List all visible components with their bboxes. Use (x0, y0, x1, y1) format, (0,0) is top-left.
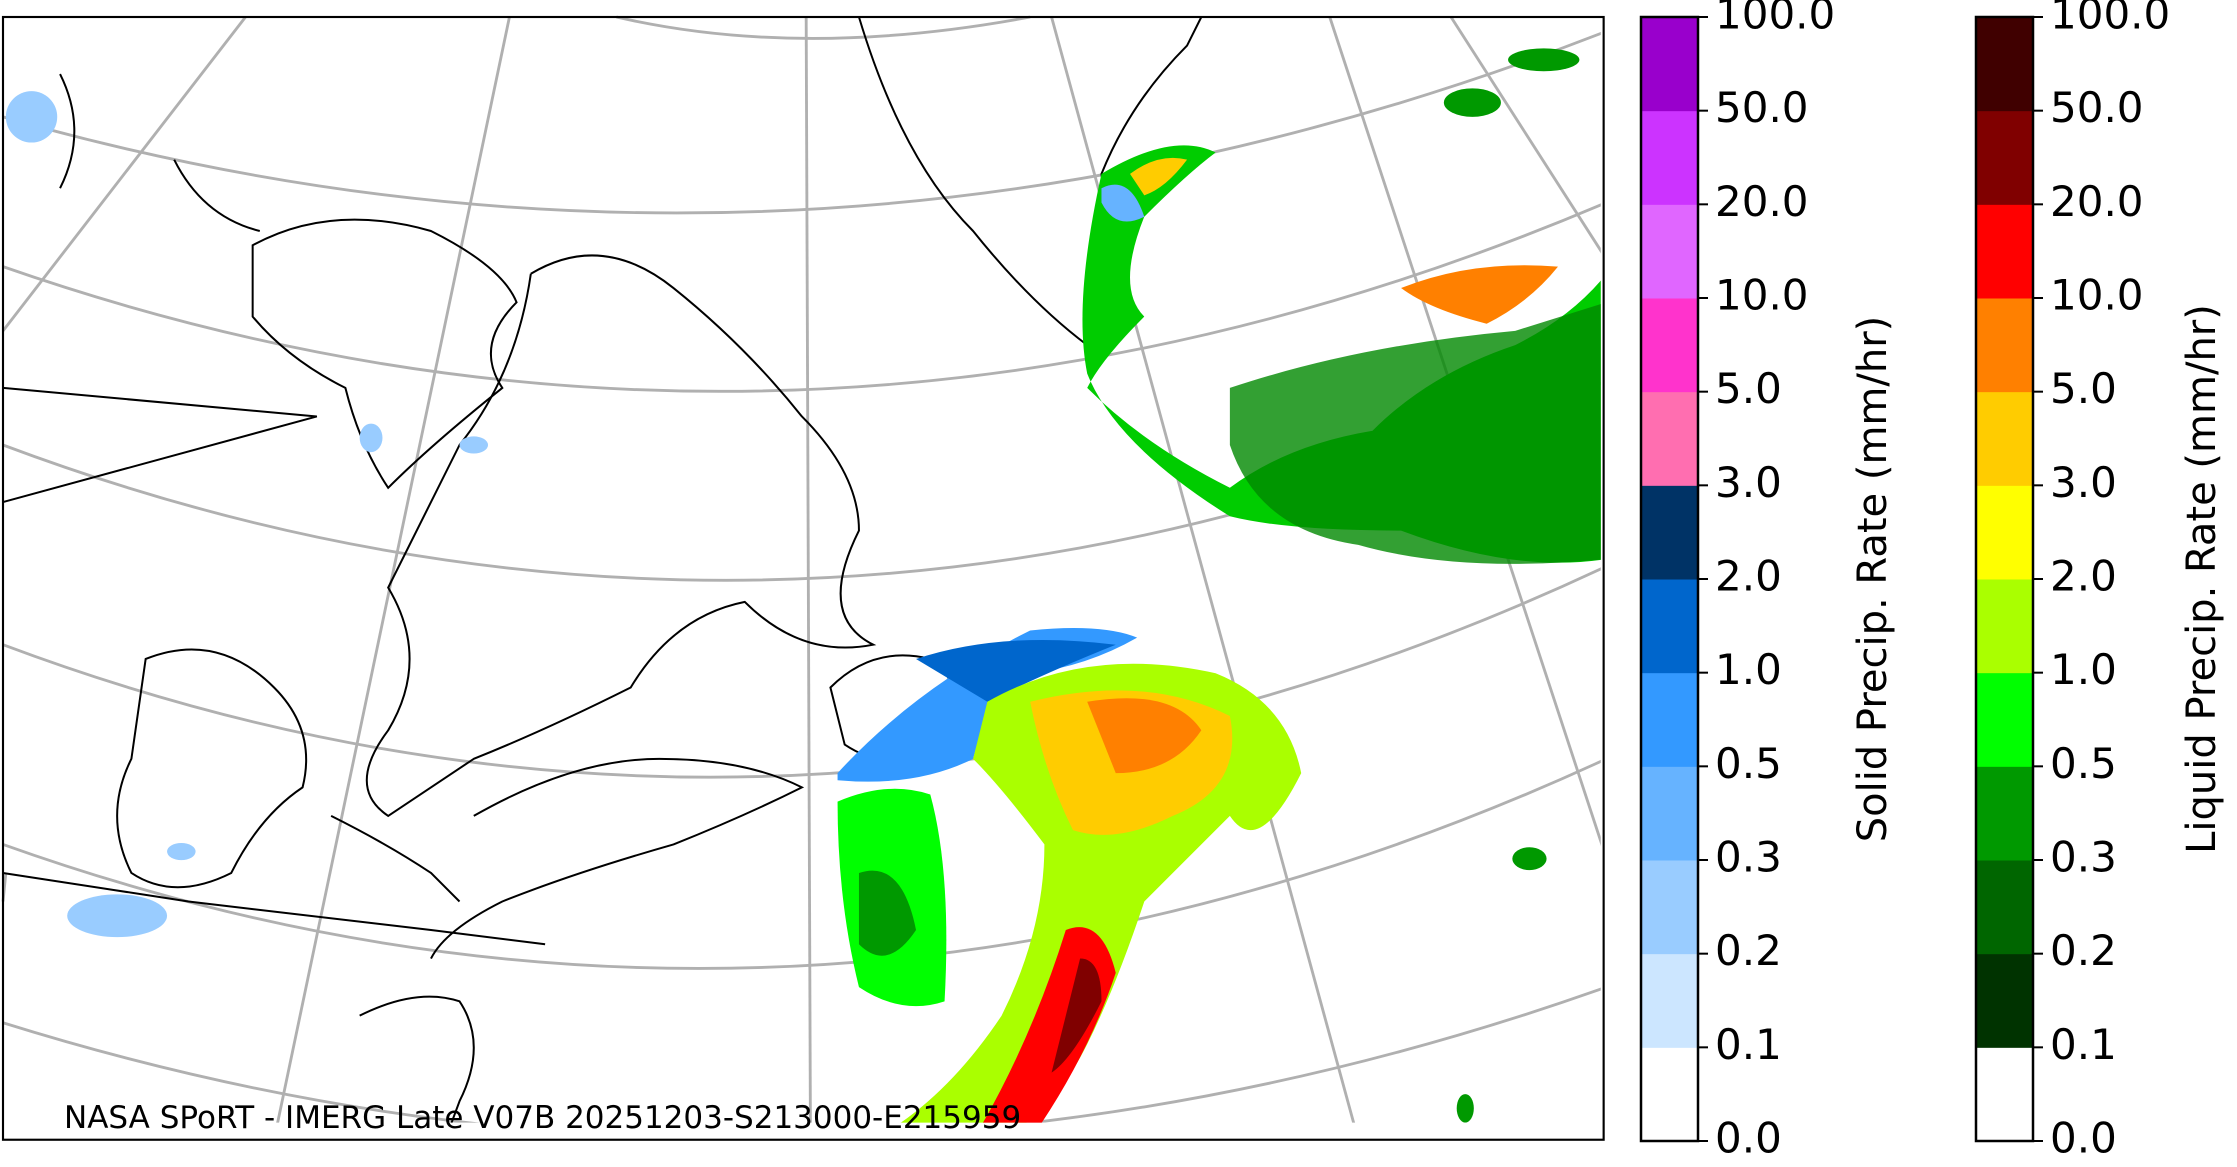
colorbar-tick-label: 0.3 (2050, 833, 2117, 882)
map-caption: NASA SPoRT - IMERG Late V07B 20251203-S2… (64, 1100, 1021, 1136)
colorbar-tick-label: 5.0 (2050, 364, 2117, 413)
colorbar-tick-label: 10.0 (1715, 271, 1809, 320)
colorbar-tick-label: 5.0 (1715, 364, 1782, 413)
colorbar-tick-label: 3.0 (2050, 458, 2117, 507)
map-frame (1, 15, 1605, 1141)
colorbar-segment (1641, 1047, 1698, 1142)
colorbar-tick-label: 1.0 (2050, 645, 2117, 694)
colorbar-segment (1976, 672, 2033, 767)
colorbar-segment (1641, 766, 1698, 861)
colorbar-segment (1976, 766, 2033, 861)
colorbar-tick-label: 3.0 (1715, 458, 1782, 507)
colorbar-tick-label: 0.2 (1715, 926, 1782, 975)
colorbar-tick-label: 0.3 (1715, 833, 1782, 882)
colorbar-title: Solid Precip. Rate (mm/hr) (1850, 316, 1896, 843)
colorbar-segment (1976, 298, 2033, 393)
colorbar-segment (1641, 110, 1698, 205)
colorbar-segment (1976, 1047, 2033, 1142)
colorbar-segment (1976, 204, 2033, 299)
colorbar-tick-label: 100.0 (1715, 0, 1835, 39)
colorbar-segment (1641, 17, 1698, 112)
colorbar-segment (1641, 391, 1698, 486)
colorbar-tick-label: 0.0 (1715, 1114, 1782, 1163)
colorbar-tick-label: 20.0 (2050, 177, 2144, 226)
colorbar-tick-label: 0.2 (2050, 926, 2117, 975)
colorbar-tick-label: 100.0 (2050, 0, 2170, 39)
colorbar-tick-label: 2.0 (2050, 552, 2117, 601)
colorbar-segment (1641, 204, 1698, 299)
colorbar-segment (1976, 110, 2033, 205)
colorbar-segment (1641, 860, 1698, 955)
colorbar-tick-label: 50.0 (2050, 83, 2144, 132)
precipitation (5, 48, 1601, 1123)
colorbar-segment (1641, 953, 1698, 1048)
colorbar-tick-label: 10.0 (2050, 271, 2144, 320)
colorbar-tick-label: 0.5 (1715, 739, 1782, 788)
colorbar-title: Liquid Precip. Rate (mm/hr) (2179, 304, 2225, 854)
colorbar-tick-label: 50.0 (1715, 83, 1809, 132)
colorbar-segment (1976, 391, 2033, 486)
graticule (1, 15, 1601, 1123)
colorbar-tick-label: 0.0 (2050, 1114, 2117, 1163)
colorbar-tick-label: 0.1 (1715, 1020, 1782, 1069)
colorbar-segment (1976, 17, 2033, 112)
colorbar-segment (1641, 579, 1698, 674)
colorbar-segment (1976, 953, 2033, 1048)
colorbar-segment (1641, 672, 1698, 767)
colorbar-tick-label: 0.1 (2050, 1020, 2117, 1069)
colorbar-segment (1976, 485, 2033, 580)
colorbar-tick-label: 1.0 (1715, 645, 1782, 694)
colorbar-segment (1976, 579, 2033, 674)
colorbar-tick-label: 0.5 (2050, 739, 2117, 788)
map (1, 15, 1605, 1141)
colorbar-segment (1976, 860, 2033, 955)
colorbar-tick-label: 2.0 (1715, 552, 1782, 601)
colorbar-segment (1641, 298, 1698, 393)
colorbar-segment (1641, 485, 1698, 580)
colorbar-tick-label: 20.0 (1715, 177, 1809, 226)
